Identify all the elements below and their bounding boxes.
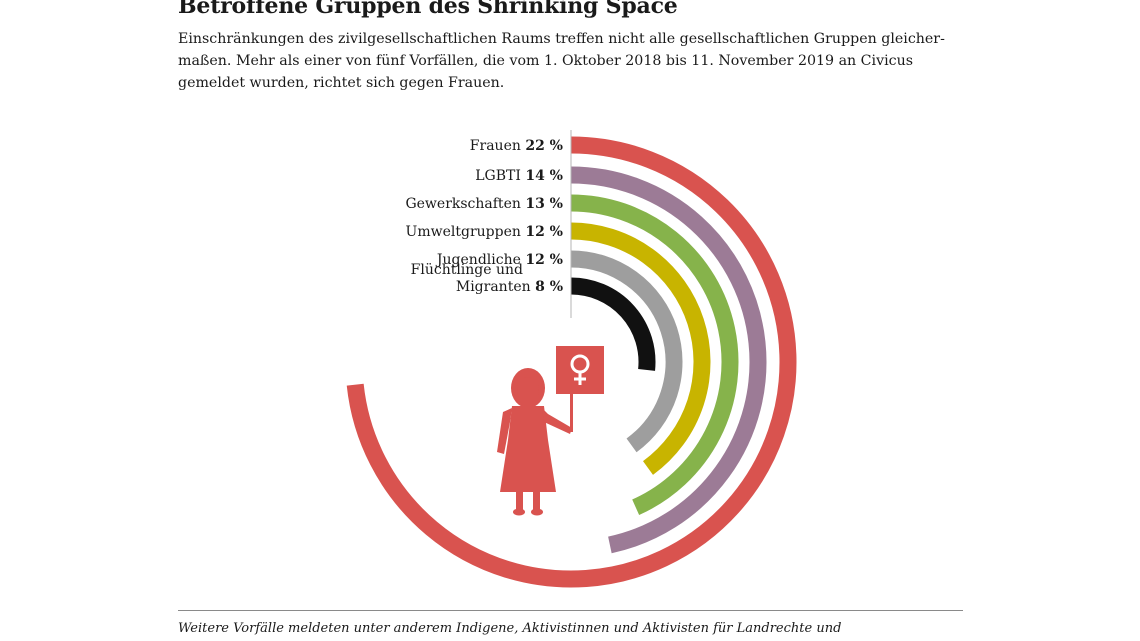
category-value: 22 % [525,138,563,154]
category-label: Frauen 22 % [470,138,563,154]
woman-head [517,377,539,403]
ring-bar [570,194,739,516]
woman-neck [524,400,532,408]
category-label: Jugendliche 12 % [435,252,563,268]
woman-left-foot [513,508,525,516]
ring-bar [570,277,656,371]
woman-right-arm [542,408,572,434]
category-name: LGBTI [475,168,525,184]
category-label: LGBTI 14 % [475,168,563,184]
category-name: Frauen [470,138,526,154]
footer-divider [178,610,963,611]
category-value: 8 % [535,279,563,295]
category-value: 14 % [525,168,563,184]
chart-rings [346,136,797,588]
woman-left-leg [516,490,523,510]
protest-sign [556,346,604,394]
footnote: Weitere Vorfälle meldeten unter anderem … [178,621,842,636]
subtitle-line: gemeldet wurden, richtet sich gegen Frau… [178,75,505,91]
ring-bar [570,166,767,554]
chart-title: Betroffene Gruppen des Shrinking Space [178,0,678,19]
chart-subtitle: Einschränkungen des zivilgesellschaftlic… [178,28,968,94]
subtitle-line: maßen. Mehr als einer von fünf Vorfällen… [178,53,913,69]
category-name: Jugendliche [435,252,525,268]
sign-stick [570,394,573,432]
chart-labels: Frauen 22 %LGBTI 14 %Gewerkschaften 13 %… [405,138,563,295]
category-value: 12 % [525,224,563,240]
category-name: Gewerkschaften [405,196,525,212]
ring-bar [346,136,797,588]
category-name: Umweltgruppen [406,224,526,240]
woman-right-leg [533,490,540,510]
ring-bar [570,222,711,475]
woman-right-foot [531,508,543,516]
woman-left-arm [497,408,512,454]
category-label: Gewerkschaften 13 % [405,196,563,212]
category-name: Flüchtlinge und [411,262,523,278]
woman-protester-icon [497,346,604,516]
woman-dress [500,406,556,492]
category-label: Umweltgruppen 12 % [406,224,563,240]
category-name: Migranten [456,279,535,295]
category-label: Flüchtlinge und Migranten 8 % [411,262,563,295]
category-value: 12 % [525,252,563,268]
subtitle-line: Einschränkungen des zivilgesellschaftlic… [178,31,945,47]
category-value: 13 % [525,196,563,212]
venus-symbol-icon [570,354,590,385]
ring-bar [570,250,683,453]
